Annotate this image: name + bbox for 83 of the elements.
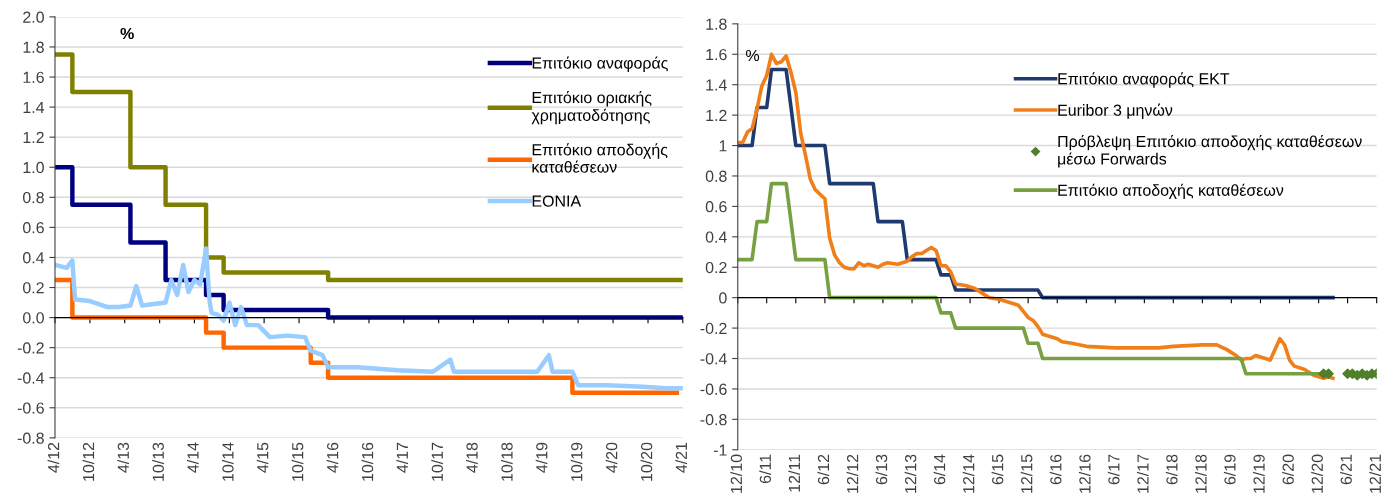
x-tick-label: 6/16 <box>1049 454 1062 485</box>
x-tick-label: 12/18 <box>1194 454 1207 493</box>
y-tick-label: -0.2 <box>17 342 44 354</box>
y-tick-label: -1 <box>713 444 727 456</box>
legend-label: Επιτόκιο αναφοράς <box>532 56 668 72</box>
x-tick-label: 6/13 <box>875 454 888 485</box>
x-tick-label: 4/14 <box>186 442 199 473</box>
y-tick-label: 1.2 <box>23 131 44 143</box>
y-tick-label: 1.6 <box>23 71 44 83</box>
x-tick-label: 10/19 <box>570 442 583 481</box>
x-tick-label: 10/12 <box>82 442 95 481</box>
legend-label: Επιτόκιο οριακής χρηματοδότησης <box>531 91 652 125</box>
y-tick-label: -0.2 <box>700 322 727 335</box>
x-tick-label: 10/13 <box>152 442 164 481</box>
x-tick-label: 4/15 <box>256 442 269 473</box>
y-tick-label: 1 <box>719 140 727 152</box>
x-tick-label: 4/21 <box>675 442 688 473</box>
y-tick-label: 0 <box>719 292 727 304</box>
x-tick-label: 12/14 <box>962 454 975 493</box>
line-series <box>54 246 683 391</box>
y-tick-label: 0.2 <box>705 261 727 274</box>
x-tick-label: 4/19 <box>535 442 548 473</box>
annotation: % <box>120 27 134 40</box>
x-tick-label: 12/10 <box>730 454 743 493</box>
y-tick-label: -0.6 <box>17 402 44 414</box>
legend-label: Επιτόκιο αποδοχής καταθέσεων <box>1058 183 1284 200</box>
x-tick-label: 4/18 <box>466 442 478 473</box>
x-tick-label: 12/13 <box>904 454 917 493</box>
x-tick-label: 12/19 <box>1253 454 1265 493</box>
x-tick-label: 6/14 <box>933 454 946 485</box>
x-tick-label: 12/11 <box>788 454 801 492</box>
x-tick-label: 12/17 <box>1136 454 1149 493</box>
x-tick-label: 6/17 <box>1107 454 1120 485</box>
y-tick-label: 0.6 <box>22 222 44 234</box>
x-tick-label: 6/19 <box>1223 454 1236 485</box>
y-tick-label: -0.8 <box>17 432 44 444</box>
y-tick-label: 1.2 <box>706 109 727 121</box>
x-tick-label: 6/18 <box>1165 454 1178 485</box>
x-tick-label: 6/11 <box>759 454 771 484</box>
x-tick-label: 6/20 <box>1282 454 1294 485</box>
x-tick-label: 10/15 <box>291 442 304 481</box>
y-tick-label: 0.4 <box>705 231 727 243</box>
y-tick-label: 0.2 <box>22 282 44 294</box>
x-tick-label: 12/16 <box>1078 454 1091 493</box>
x-tick-label: 12/20 <box>1311 454 1323 493</box>
legend-label: Euribor 3 μηνών <box>1058 103 1173 119</box>
y-tick-label: -0.4 <box>700 353 727 365</box>
y-tick-label: -0.8 <box>700 414 727 426</box>
y-tick-label: 1.6 <box>706 48 727 61</box>
y-tick-label: 1.8 <box>706 18 727 30</box>
x-tick-label: 4/17 <box>396 442 409 473</box>
x-tick-label: 6/15 <box>991 454 1004 485</box>
y-tick-label: 1.0 <box>23 161 44 174</box>
legend-label: Επιτόκιο αναφοράς ΕΚΤ <box>1058 72 1230 88</box>
x-tick-label: 12/12 <box>846 454 859 493</box>
y-tick-label: 1.8 <box>23 41 44 53</box>
x-tick-label: 10/16 <box>361 442 374 481</box>
x-tick-label: 4/20 <box>605 442 618 473</box>
x-tick-label: 12/15 <box>1020 454 1033 493</box>
y-tick-label: 0.8 <box>22 191 44 204</box>
x-tick-label: 10/20 <box>640 442 653 481</box>
x-tick-label: 10/14 <box>221 442 234 481</box>
x-tick-label: 10/18 <box>500 442 513 481</box>
legend-label: Επιτόκιο αποδοχής καταθέσεων <box>532 143 668 173</box>
x-tick-label: 6/21 <box>1340 454 1352 485</box>
y-tick-label: -0.4 <box>17 372 45 384</box>
x-tick-label: 4/12 <box>47 442 60 473</box>
legend-label: Πρόβλεψη Επιτόκιο αποδοχής καταθέσεων μέσω Forwards <box>1058 134 1362 168</box>
x-tick-label: 10/17 <box>431 442 443 481</box>
annotation: % <box>746 49 760 62</box>
y-tick-label: 1.4 <box>23 101 45 113</box>
x-tick-label: 6/12 <box>817 454 830 485</box>
y-tick-label: 0.8 <box>705 170 727 182</box>
y-tick-label: 2.0 <box>23 11 44 23</box>
y-tick-label: 0.0 <box>22 312 44 324</box>
y-tick-label: 0.6 <box>705 201 727 213</box>
y-tick-label: -0.6 <box>700 383 727 395</box>
y-tick-label: 1.4 <box>706 79 727 91</box>
legend-label: EONIA <box>532 195 582 207</box>
x-tick-label: 4/13 <box>117 442 129 473</box>
y-tick-label: 0.4 <box>22 252 45 264</box>
x-tick-label: 12/21 <box>1369 454 1381 493</box>
x-tick-label: 4/16 <box>326 442 339 473</box>
